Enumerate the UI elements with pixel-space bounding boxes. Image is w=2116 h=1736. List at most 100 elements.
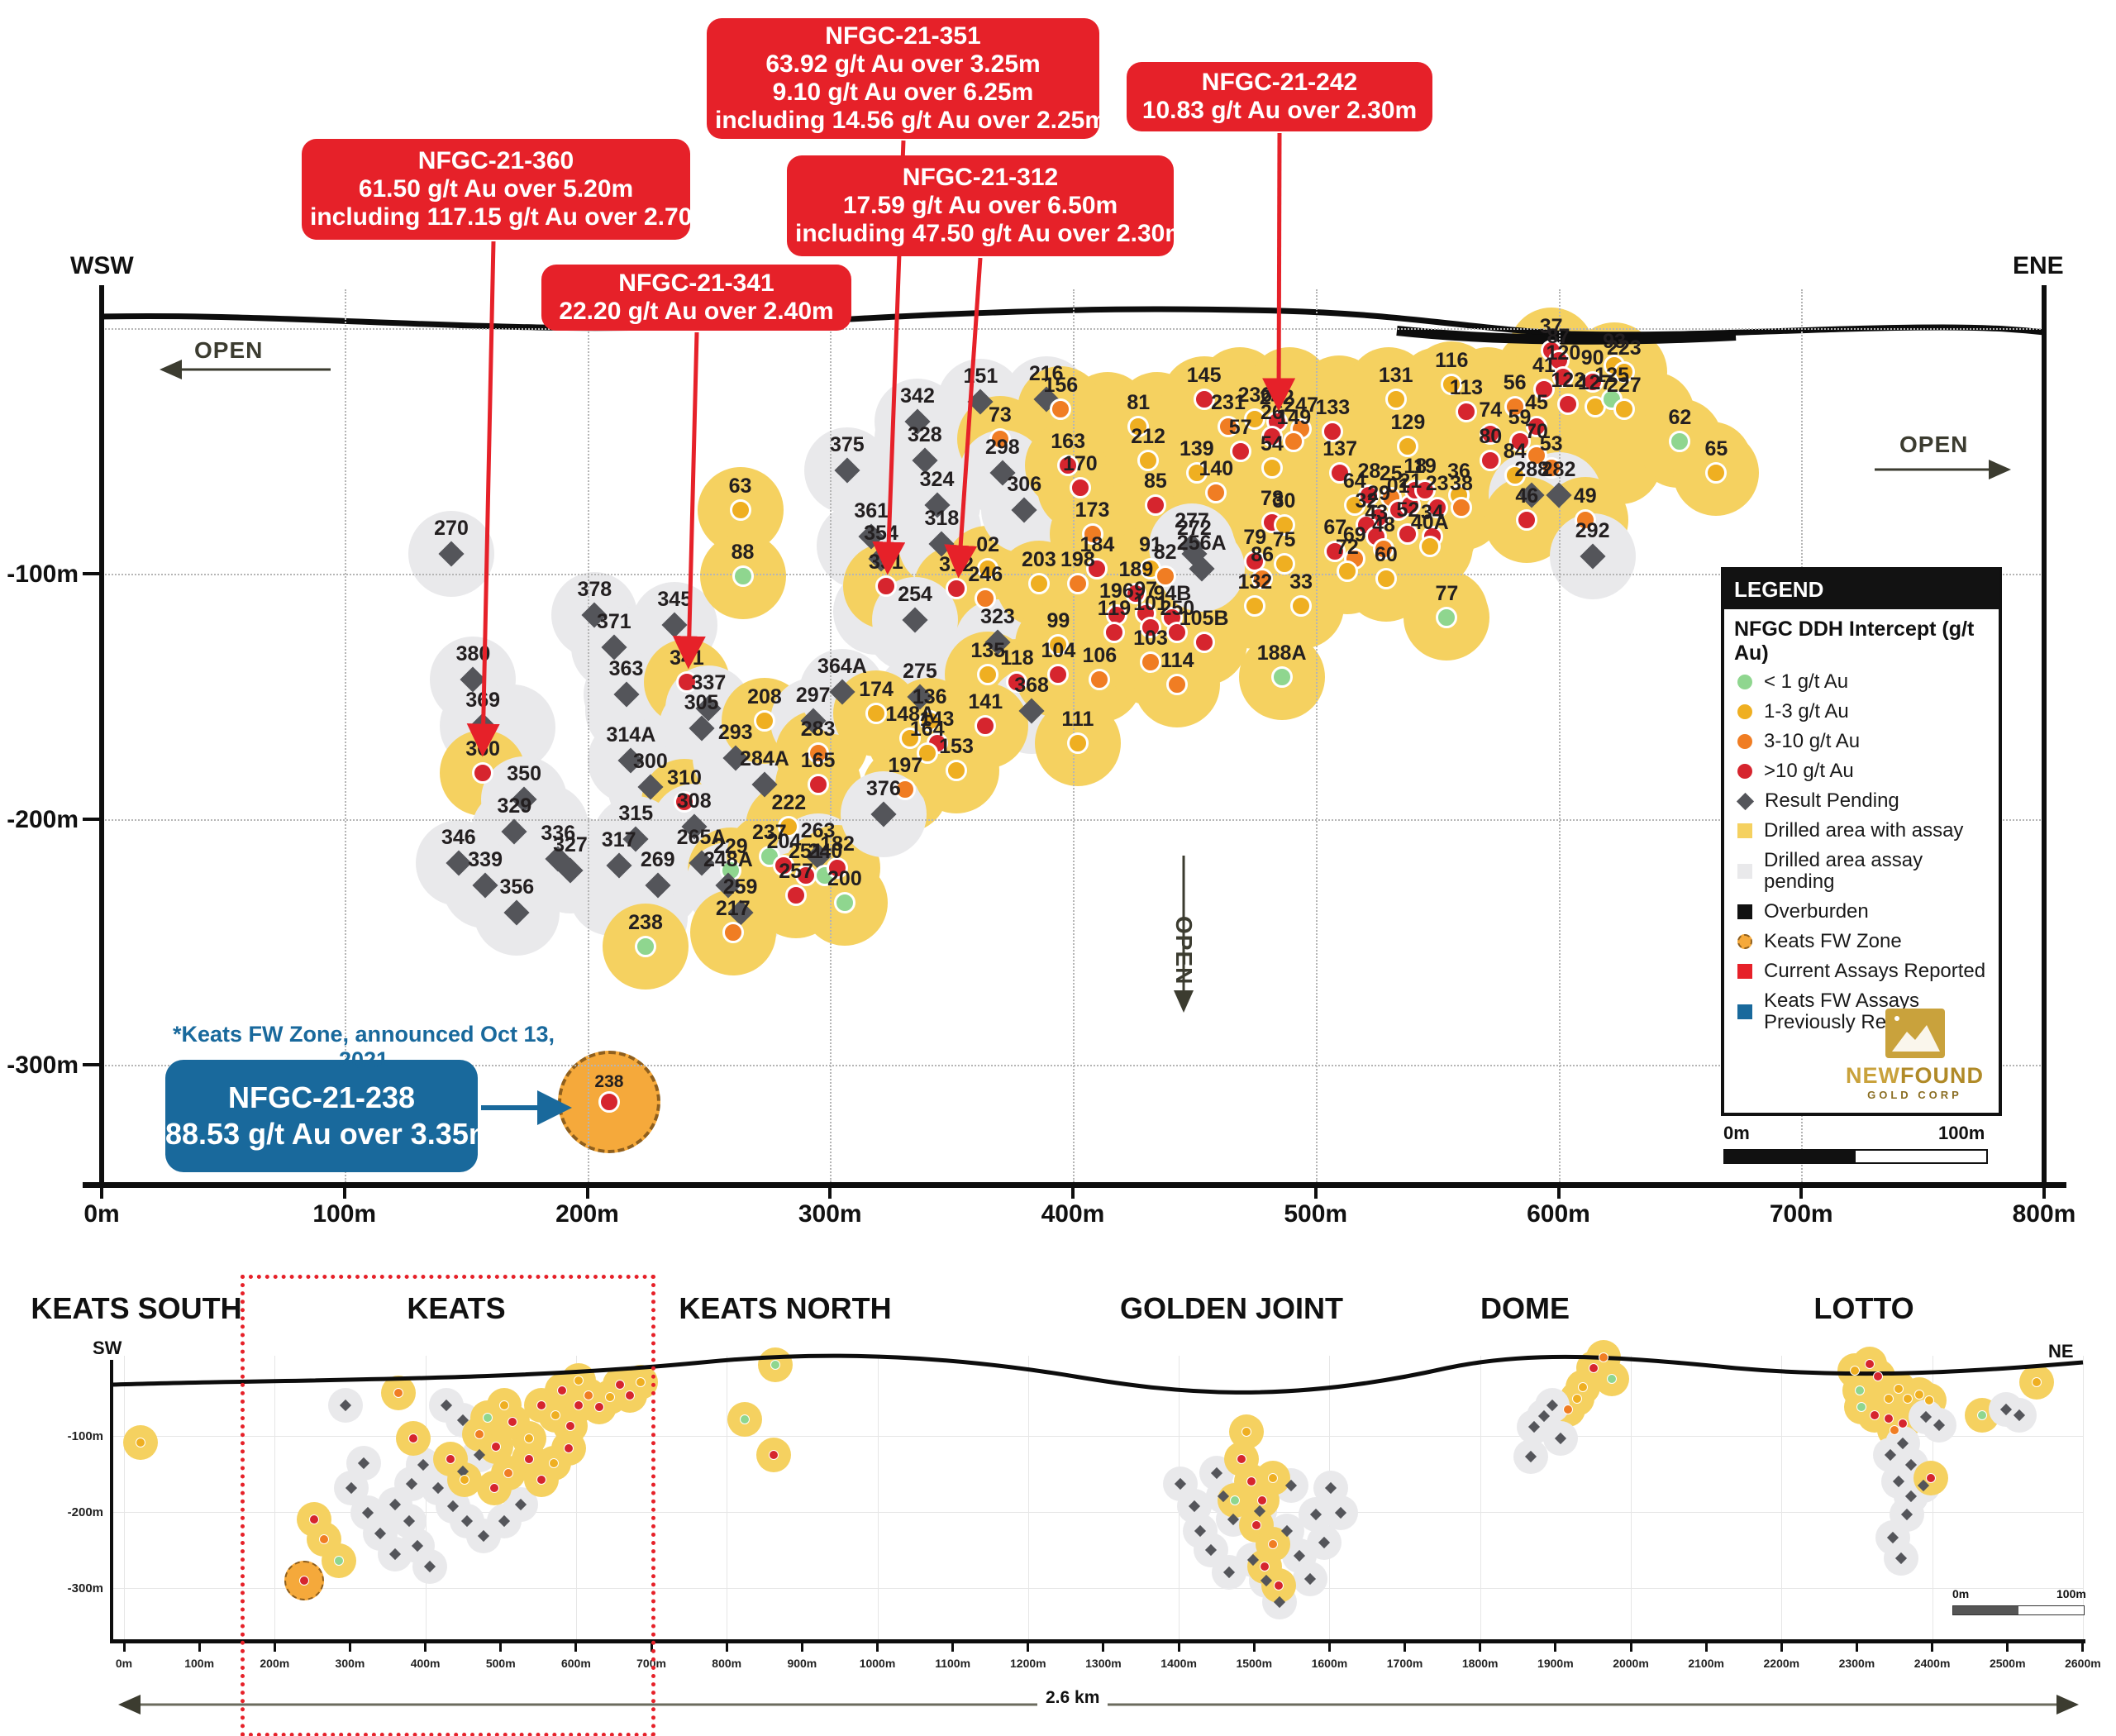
drill-hole-label: 282 [1541,457,1576,481]
strip-x-tick-label: 2500m [1989,1657,2026,1670]
strip-intercept-dot [136,1438,145,1447]
main-gridline-h [102,1065,2044,1066]
drill-intercept-dot [807,774,829,796]
legend-subtitle: NFGC DDH Intercept (g/t Au) [1734,618,1975,665]
drill-hole-label: 32 [1355,489,1379,513]
drill-hole-label: 64 [1342,469,1366,493]
strip-intercept-dot [524,1454,534,1464]
main-gridline-v [830,289,832,1182]
open-left-label: OPEN [194,337,264,363]
drill-hole-label: 204 [766,830,802,854]
strip-x-tick-label: 1800m [1461,1657,1499,1670]
main-x-axis [83,1182,2066,1188]
strip-intercept-dot [740,1414,750,1424]
drill-intercept-dot [1140,617,1161,639]
strip-intercept-dot [1572,1394,1582,1404]
drill-hole-label: 56 [1503,371,1527,395]
callout-NFGC-21-242: NFGC-21-242 10.83 g/t Au over 2.30m [1127,62,1432,131]
main-gridline-h [102,819,2044,821]
drill-intercept-dot [785,885,808,907]
strip-gridline-h [113,1588,2083,1589]
drill-hole-label: 265A [676,826,727,850]
drill-hole-label: 25 [1379,461,1403,485]
strip-intercept-dot [1898,1419,1908,1428]
drill-intercept-dot [1261,425,1283,447]
legend-item-label: 1-3 g/t Au [1764,700,1849,723]
strip-x-tick-label: 600m [560,1657,591,1670]
drill-intercept-dot [1397,523,1419,546]
main-x-tick-label: 0m [83,1200,120,1228]
strip-zone-label: LOTTO [1813,1291,1914,1325]
drill-intercept-dot [1329,462,1351,484]
drill-intercept-dot [1322,420,1344,442]
drill-hole-label: 212 [1131,425,1165,449]
drill-intercept-dot [1006,670,1028,693]
drill-hole-label: 104 [1041,638,1076,662]
strip-intercept-dot [550,1410,560,1420]
strip-intercept-dot [1274,1581,1284,1591]
strip-intercept-dot [1890,1425,1899,1435]
drill-hole-label: 163 [1051,430,1085,454]
drill-hole-label: 371 [596,610,631,634]
drill-intercept-dot [875,575,897,597]
total-length-label: 2.6 km [1037,1688,1108,1708]
strip-x-tick [1554,1642,1557,1652]
drill-hole-label: 337 [691,671,727,695]
drill-hole-label: 310 [667,766,702,790]
main-x-tick-label: 800m [2012,1200,2076,1228]
drill-intercept-dot [1613,361,1635,384]
drill-intercept-dot [1516,508,1538,531]
strip-gridline-v [877,1356,879,1641]
drill-hole-label: 342 [900,384,935,408]
drill-intercept-dot [1273,553,1295,575]
newfound-logo-sub: GOLD CORP [1867,1089,1962,1101]
drill-intercept-dot [1185,462,1208,484]
drill-hole-label: 137 [1322,437,1357,461]
strip-y-tick-label: -300m [67,1581,103,1595]
drill-intercept-dot [1526,415,1548,437]
strip-intercept-dot [1894,1384,1904,1394]
strip-intercept-dot [483,1413,493,1423]
drill-intercept-dot [1161,607,1184,629]
strip-zone-label: KEATS NORTH [679,1291,892,1325]
square-yellow-swatch-icon [1737,823,1752,838]
drill-hole-label: 49 [1573,484,1597,508]
strip-x-tick-label: 2300m [1838,1657,1875,1670]
drill-hole-label: 59 [1508,405,1532,429]
strip-intercept-dot [1599,1352,1608,1362]
drill-hole-label: 223 [1606,336,1642,360]
strip-x-tick [273,1642,276,1652]
drill-hole-label: 73 [988,403,1012,427]
drill-hole-label: 84 [1503,440,1527,464]
legend-item-label: 3-10 g/t Au [1764,730,1861,752]
strip-intercept-dot [446,1454,455,1464]
callout-intercept-line: including 14.56 g/t Au over 2.25m [715,107,1108,134]
drill-intercept-dot [1504,396,1526,418]
drill-hole-label: 314A [606,723,656,746]
legend-item: >10 g/t Au [1724,756,1999,786]
drill-hole-label: 254 [898,583,932,607]
strip-intercept-dot [1563,1405,1573,1414]
callout-hole-id: NFGC-21-242 [1201,69,1358,96]
newfound-logo-name: NEWFOUND [1846,1063,1984,1088]
strip-x-tick [800,1642,803,1652]
drill-hole-label: 99 [1046,609,1070,633]
drill-hole-label: 52 [1396,498,1420,522]
drill-hole-label: 75 [1272,528,1296,552]
drill-hole-label: 292 [1575,519,1610,543]
drill-intercept-dot [1504,465,1526,487]
drill-hole-label: 248A [703,848,753,872]
drill-hole-label: 79 [1243,526,1267,550]
drill-intercept-dot [1324,541,1346,563]
drill-hole-label: 125 [1594,364,1629,388]
drill-intercept-dot [1336,560,1358,583]
strip-gridline-h [113,1436,2083,1437]
drill-hole-label: 103 [1133,626,1168,650]
drill-hole-label: 62 [1668,405,1692,429]
drill-hole-label: 257 [779,860,813,884]
callout-intercept-line: 9.10 g/t Au over 6.25m [772,79,1034,106]
drill-hole-label: 329 [497,794,532,818]
drill-hole-label: 216 [1028,362,1064,386]
strip-y-tick-label: -100m [67,1429,103,1443]
strip-gridline-v [1781,1356,1783,1641]
